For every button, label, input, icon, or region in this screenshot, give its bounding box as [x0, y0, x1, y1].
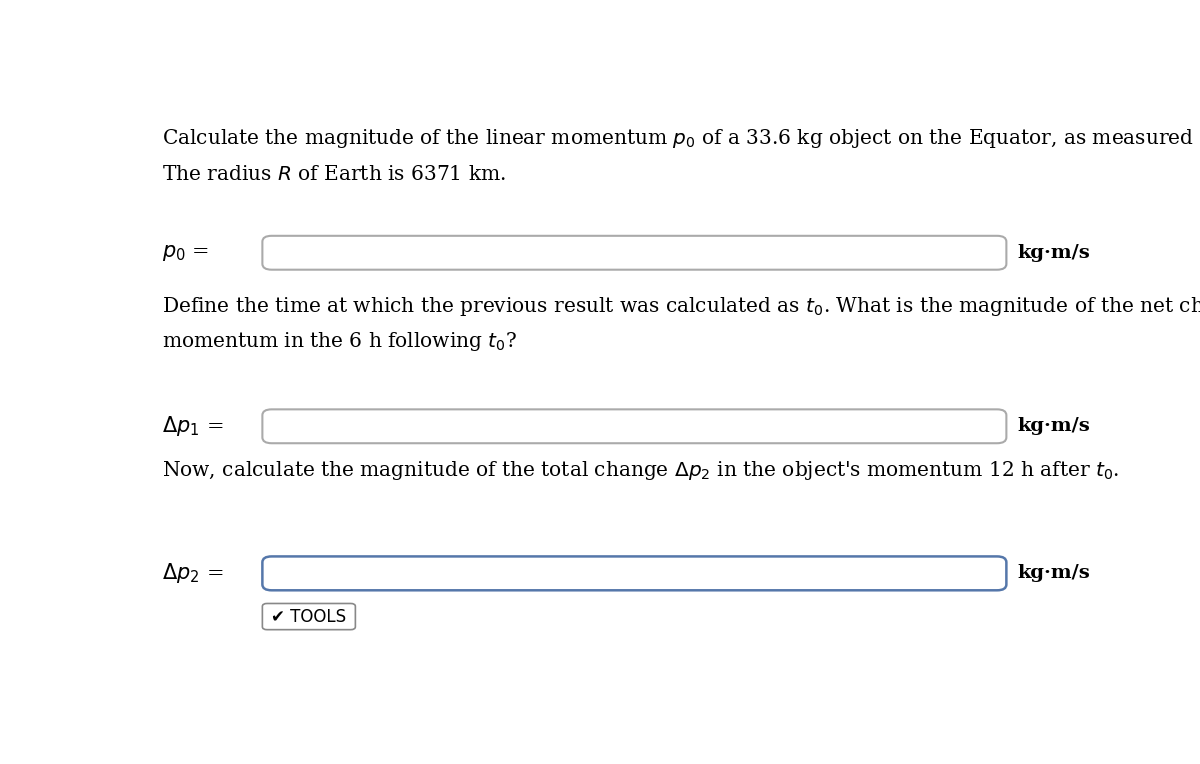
FancyBboxPatch shape [263, 556, 1007, 591]
FancyBboxPatch shape [263, 410, 1007, 443]
Text: Now, calculate the magnitude of the total change $\Delta p_2$ in the object's mo: Now, calculate the magnitude of the tota… [162, 459, 1118, 482]
Text: kg·m/s: kg·m/s [1018, 417, 1090, 435]
Text: ✔ TOOLS: ✔ TOOLS [271, 607, 347, 626]
Text: $p_0$ =: $p_0$ = [162, 243, 209, 263]
Text: kg·m/s: kg·m/s [1018, 244, 1090, 262]
Text: Define the time at which the previous result was calculated as $t_0$. What is th: Define the time at which the previous re… [162, 295, 1200, 318]
Text: $\Delta p_1$ =: $\Delta p_1$ = [162, 414, 223, 439]
FancyBboxPatch shape [263, 236, 1007, 270]
Text: momentum in the 6 h following $t_0$?: momentum in the 6 h following $t_0$? [162, 330, 517, 353]
FancyBboxPatch shape [263, 604, 355, 630]
Text: $\Delta p_2$ =: $\Delta p_2$ = [162, 562, 223, 585]
Text: kg·m/s: kg·m/s [1018, 565, 1090, 582]
Text: Calculate the magnitude of the linear momentum $p_0$ of a 33.6 kg object on the : Calculate the magnitude of the linear mo… [162, 127, 1200, 150]
Text: The radius $R$ of Earth is 6371 km.: The radius $R$ of Earth is 6371 km. [162, 165, 505, 184]
